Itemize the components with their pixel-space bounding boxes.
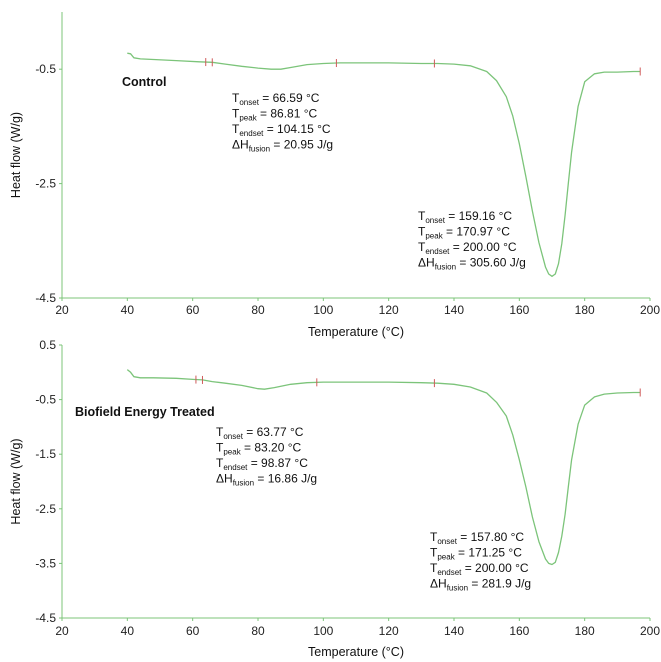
annotation-line: Tonset = 66.59 °C — [232, 91, 320, 107]
x-tick-label: 120 — [379, 624, 399, 638]
y-tick-label: 0.5 — [39, 338, 56, 352]
y-tick-label: -0.5 — [35, 62, 56, 76]
annotation-line: ΔHfusion = 16.86 J/g — [216, 472, 317, 488]
x-tick-label: 180 — [575, 303, 595, 317]
x-tick-label: 100 — [313, 303, 333, 317]
y-tick-label: -4.5 — [35, 291, 56, 305]
x-axis-label: Temperature (°C) — [308, 325, 404, 339]
sample-label: Control — [122, 75, 166, 89]
y-tick-label: -2.5 — [35, 177, 56, 191]
x-tick-label: 40 — [121, 303, 135, 317]
annotation-line: Tpeak = 86.81 °C — [232, 107, 318, 123]
x-tick-label: 40 — [121, 624, 135, 638]
y-tick-label: -0.5 — [35, 393, 56, 407]
annotation-line: Tonset = 63.77 °C — [216, 425, 304, 441]
chart-panel-2: 20 40 60 80 100 120 140 160 180 200 0.5 -0.5 -1.5 -2.… — [9, 338, 660, 659]
sample-label: Biofield Energy Treated — [75, 405, 215, 419]
x-tick-label: 100 — [313, 624, 333, 638]
annotation-line: ΔHfusion = 305.60 J/g — [418, 256, 526, 272]
x-tick-label: 80 — [251, 624, 265, 638]
x-tick-label: 20 — [55, 624, 69, 638]
x-tick-label: 80 — [251, 303, 265, 317]
y-tick-label: -4.5 — [35, 611, 56, 625]
y-tick-label: -1.5 — [35, 447, 56, 461]
annotation-line: Tendset = 200.00 °C — [430, 561, 529, 577]
annotation-line: Tpeak = 170.97 °C — [418, 225, 510, 241]
x-tick-label: 60 — [186, 624, 200, 638]
annotation-line: Tendset = 200.00 °C — [418, 240, 517, 256]
x-tick-label: 60 — [186, 303, 200, 317]
heat-flow-curve — [127, 52, 641, 277]
annotation-line: Tendset = 104.15 °C — [232, 122, 331, 138]
annotation-line: ΔHfusion = 281.9 J/g — [430, 577, 531, 593]
x-tick-label: 140 — [444, 624, 464, 638]
annotation-line: Tendset = 98.87 °C — [216, 456, 308, 472]
x-tick-label: 200 — [640, 624, 660, 638]
heat-flow-curve — [126, 369, 641, 566]
annotation-line: Tonset = 159.16 °C — [418, 209, 512, 225]
y-axis-label: Heat flow (W/g) — [9, 112, 23, 198]
annotation-line: Tpeak = 83.20 °C — [216, 441, 302, 457]
y-tick-label: -2.5 — [35, 502, 56, 516]
x-tick-label: 160 — [509, 303, 529, 317]
x-tick-label: 140 — [444, 303, 464, 317]
y-tick-label: -3.5 — [35, 556, 56, 570]
x-tick-label: 120 — [379, 303, 399, 317]
annotation-line: Tpeak = 171.25 °C — [430, 546, 522, 562]
x-tick-label: 20 — [55, 303, 69, 317]
x-tick-label: 200 — [640, 303, 660, 317]
x-tick-label: 180 — [575, 624, 595, 638]
x-tick-label: 160 — [509, 624, 529, 638]
annotation-line: ΔHfusion = 20.95 J/g — [232, 138, 333, 154]
annotation-line: Tonset = 157.80 °C — [430, 530, 524, 546]
chart-panel-1: 20 40 60 80 100 120 140 160 180 200 -0.5 -2.5 -4.5 Te… — [9, 12, 660, 339]
x-axis-label: Temperature (°C) — [308, 645, 404, 659]
y-axis-label: Heat flow (W/g) — [9, 438, 23, 524]
